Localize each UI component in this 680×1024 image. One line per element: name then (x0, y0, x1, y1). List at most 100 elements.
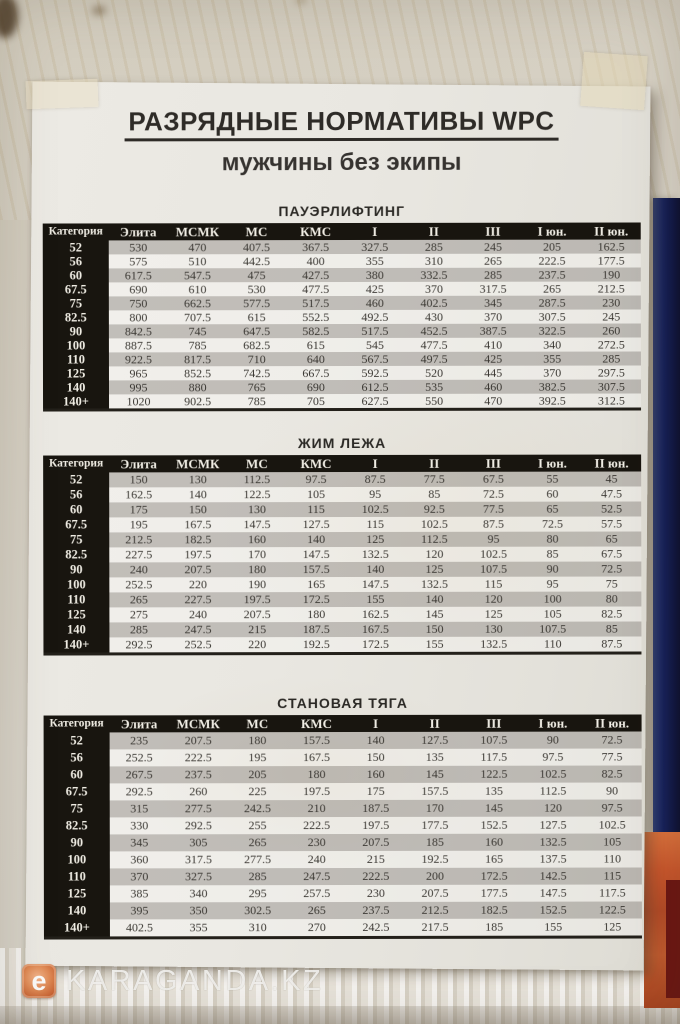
norm-value-cell: 125 (404, 561, 464, 577)
norm-value-cell: 690 (108, 282, 168, 297)
norm-value-cell: 285 (463, 267, 523, 282)
norm-value-cell: 127.5 (286, 517, 346, 533)
norm-value-cell: 355 (169, 919, 229, 938)
norm-value-cell: 160 (227, 532, 287, 548)
weight-class-row: 75 212.5 182.5 160 140 125 112.5 95 80 65 (43, 531, 642, 548)
weight-class-row: 140+ 292.5 252.5 220 192.5 172.5 155 132.5 110 87… (43, 636, 642, 655)
norm-value-cell: 547.5 (167, 268, 228, 283)
norm-value-cell: 55 (522, 471, 583, 487)
weight-class-cell: 125 (42, 366, 109, 381)
rank-column-header: Элита (108, 223, 168, 241)
norm-value-cell: 295 (228, 885, 288, 903)
norm-value-cell: 180 (286, 766, 347, 784)
norm-value-cell: 277.5 (168, 800, 228, 818)
norm-value-cell: 220 (168, 577, 228, 593)
norm-value-cell: 887.5 (108, 338, 169, 353)
norm-value-cell: 497.5 (404, 351, 464, 366)
norm-value-cell: 267.5 (109, 766, 169, 784)
norm-value-cell: 82.5 (582, 765, 642, 783)
weight-class-row: 125 275 240 207.5 180 162.5 145 125 105 82.5 (43, 606, 642, 623)
logo-letter: e (31, 966, 47, 996)
rank-column-header: МС (227, 455, 287, 473)
norm-value-cell: 140 (168, 487, 228, 503)
norm-value-cell: 100 (523, 591, 583, 607)
norm-value-cell: 317.5 (168, 851, 229, 869)
norm-value-cell: 147.5 (286, 547, 346, 563)
norm-value-cell: 257.5 (287, 885, 347, 903)
norm-value-cell: 227.5 (109, 547, 169, 563)
norm-value-cell: 355 (522, 351, 582, 366)
norm-value-cell: 210 (287, 800, 347, 818)
norm-value-cell: 612.5 (345, 379, 405, 395)
norm-value-cell: 117.5 (464, 748, 524, 766)
weight-class-cell: 110 (42, 352, 109, 367)
norm-value-cell: 640 (286, 352, 346, 367)
norm-value-cell: 125 (582, 918, 642, 938)
rank-column-header: КМС (286, 715, 347, 733)
poster-subtitle: мужчины без экипы (221, 148, 462, 177)
norm-value-cell: 647.5 (227, 324, 287, 339)
norm-value-cell: 162.5 (109, 487, 169, 503)
weight-class-row: 110 370 327.5 285 247.5 222.5 200 172.5 142.5 115 (43, 867, 642, 886)
weight-class-cell: 125 (43, 607, 110, 623)
norm-value-cell: 245 (581, 309, 641, 324)
weight-class-cell: 60 (43, 502, 110, 518)
norm-value-cell: 205 (227, 766, 288, 784)
norm-value-cell: 922.5 (108, 352, 169, 367)
norm-value-cell: 142.5 (523, 867, 583, 885)
norm-value-cell: 615 (286, 338, 346, 353)
norm-value-cell: 287.5 (522, 295, 582, 310)
norm-value-cell: 152.5 (464, 816, 524, 834)
norm-value-cell: 380 (345, 267, 405, 283)
norm-value-cell: 107.5 (464, 731, 524, 749)
weight-class-row: 90 345 305 265 230 207.5 185 160 132.5 105 (43, 833, 642, 852)
norm-value-cell: 52.5 (582, 501, 642, 517)
weight-class-row: 90 842.5 745 647.5 582.5 517.5 452.5 387.5 322.5… (42, 323, 641, 339)
norm-value-cell: 140 (286, 532, 346, 548)
norm-value-cell: 102.5 (582, 816, 642, 834)
weight-class-cell: 100 (43, 851, 110, 869)
norm-value-cell: 145 (404, 606, 465, 622)
blue-poster-edge (653, 198, 680, 834)
norm-value-cell: 207.5 (168, 562, 228, 578)
norm-value-cell: 87.5 (463, 516, 524, 532)
norm-value-cell: 240 (287, 851, 347, 869)
bench-press-section: ЖИМ ЛЕЖА Категория Элита МСМК МС КМС I II III I … (33, 434, 651, 656)
norm-value-cell: 110 (523, 636, 583, 654)
norm-value-cell: 190 (227, 577, 287, 593)
norm-value-cell: 222.5 (522, 253, 582, 268)
norm-value-cell: 157.5 (286, 732, 347, 750)
norm-value-cell: 285 (228, 868, 288, 886)
norm-value-cell: 207.5 (346, 833, 406, 852)
norm-value-cell: 627.5 (345, 393, 405, 410)
norm-value-cell: 167.5 (168, 517, 228, 533)
weight-class-row: 110 922.5 817.5 710 640 567.5 497.5 425 355 285 (42, 351, 641, 367)
norm-value-cell: 492.5 (345, 309, 405, 325)
norm-value-cell: 425 (463, 351, 523, 366)
norm-value-cell: 125 (345, 531, 405, 548)
norm-value-cell: 60 (522, 486, 583, 502)
norm-value-cell: 1020 (109, 394, 169, 410)
norm-value-cell: 107.5 (523, 621, 583, 637)
rank-column-header: II (404, 222, 464, 240)
weight-class-cell: 82.5 (43, 547, 110, 563)
norm-value-cell: 197.5 (287, 783, 347, 801)
norm-value-cell: 852.5 (168, 366, 228, 381)
norm-value-cell: 172.5 (345, 636, 406, 654)
norm-value-cell: 192.5 (405, 850, 465, 868)
norm-value-cell: 707.5 (167, 310, 228, 325)
rank-column-header: II юн. (582, 714, 642, 732)
norm-value-cell: 185 (405, 833, 465, 851)
norm-value-cell: 72.5 (582, 731, 642, 749)
norm-value-cell: 207.5 (405, 884, 465, 902)
norm-value-cell: 265 (463, 253, 523, 268)
weight-class-cell: 56 (43, 749, 110, 767)
weight-class-row: 75 315 277.5 242.5 210 187.5 170 145 120 97.5 (43, 799, 642, 818)
norm-value-cell: 155 (345, 591, 405, 608)
norm-value-cell: 187.5 (286, 622, 346, 638)
norm-value-cell: 785 (227, 394, 287, 410)
norm-value-cell: 225 (227, 783, 288, 801)
header-row: Категория Элита МСМК МС КМС I II III I юн. II юн. (42, 222, 641, 241)
rank-column-header: I (345, 454, 405, 473)
